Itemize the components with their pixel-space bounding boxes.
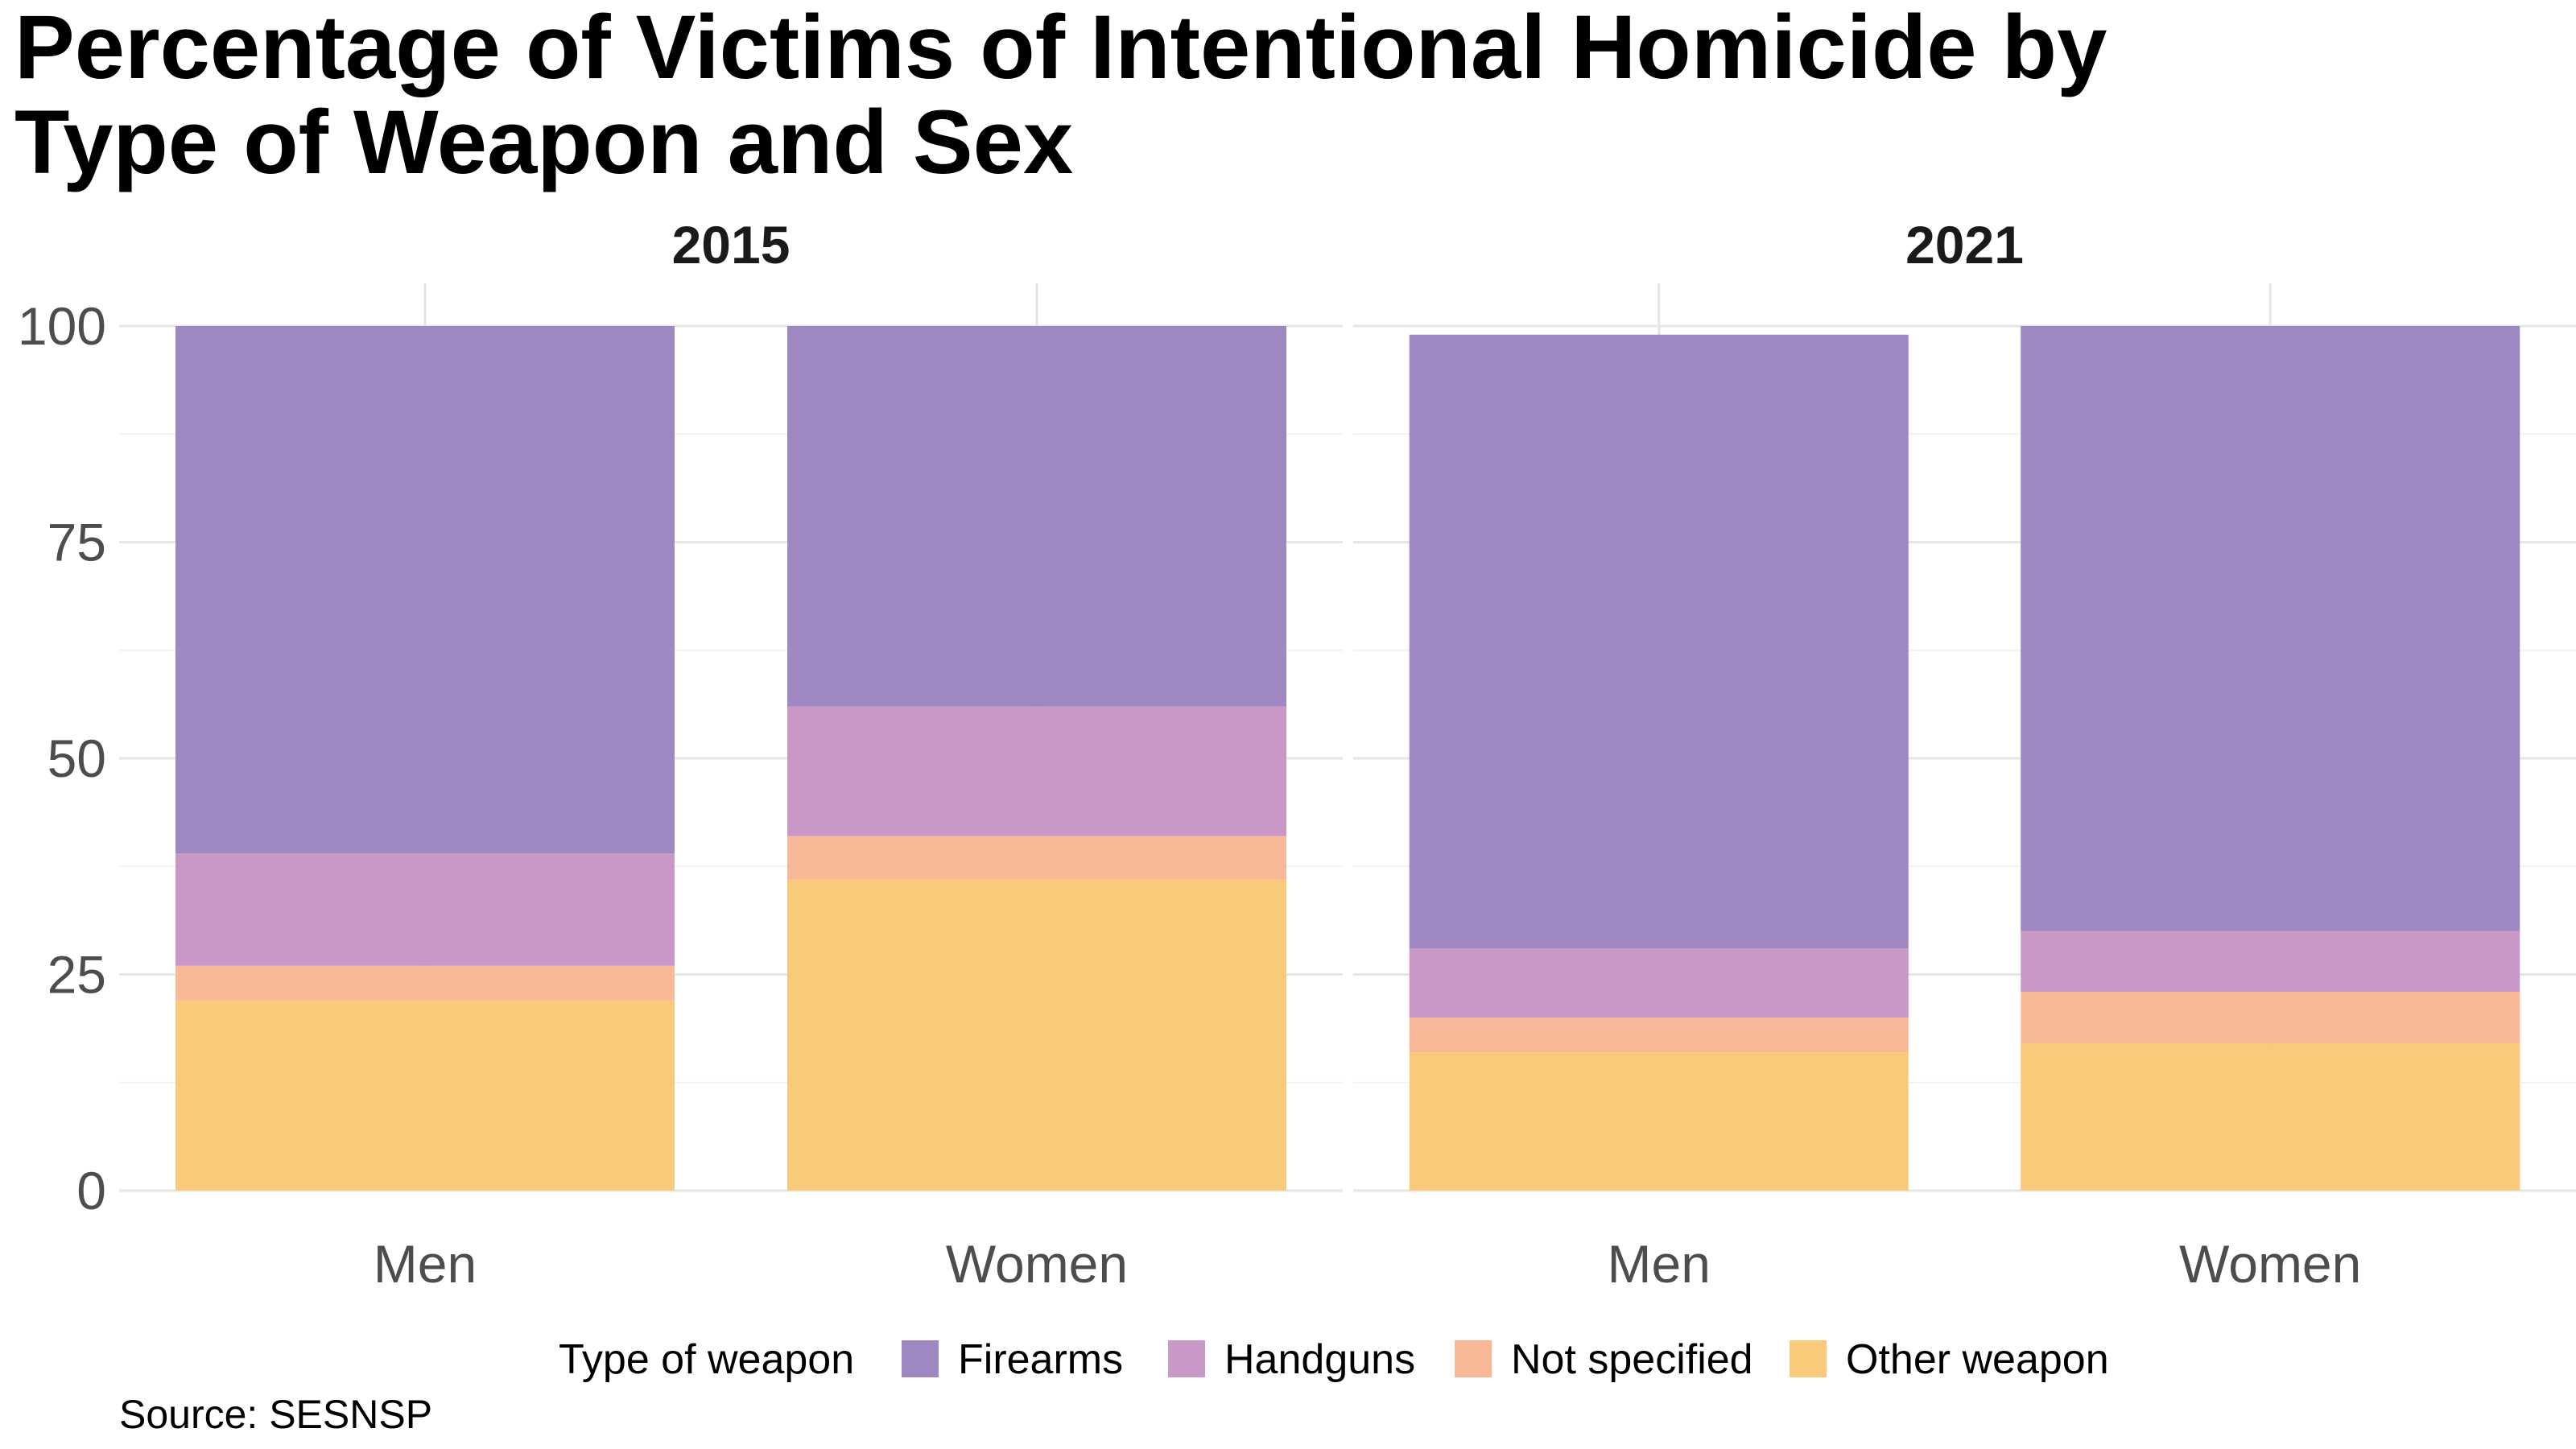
chart-title-line-2: Type of Weapon and Sex <box>14 92 1074 192</box>
bar-2021-women-other-weapon <box>2021 1043 2520 1191</box>
bar-2021-women-handguns <box>2021 931 2520 992</box>
bar-2015-women-other-weapon <box>787 879 1286 1191</box>
y-tick-label: 25 <box>47 945 106 1005</box>
y-tick-label: 0 <box>76 1161 106 1220</box>
y-tick-label: 50 <box>47 729 106 788</box>
x-tick-label: Women <box>2179 1234 2361 1294</box>
chart-title: Percentage of Victims of Intentional Hom… <box>14 0 2107 190</box>
bar-2015-women-not-specified <box>787 836 1286 880</box>
facet-label-2015: 2015 <box>672 215 791 275</box>
legend-swatch-other-weapon <box>1790 1340 1827 1377</box>
bar-2015-women-firearms <box>787 326 1286 707</box>
legend-label-other-weapon: Other weapon <box>1846 1336 2109 1383</box>
legend-swatch-handguns <box>1168 1340 1205 1377</box>
legend-swatch-not-specified <box>1455 1340 1492 1377</box>
bar-2021-men-firearms <box>1409 334 1909 949</box>
legend-label-handguns: Handguns <box>1224 1336 1415 1383</box>
chart-title-line-1: Percentage of Victims of Intentional Hom… <box>14 0 2107 97</box>
bar-2015-men-other-weapon <box>175 1000 675 1191</box>
x-tick-label: Men <box>1608 1234 1711 1294</box>
y-tick-label: 100 <box>18 296 106 356</box>
legend-title: Type of weapon <box>559 1336 854 1383</box>
bar-2021-men-handguns <box>1409 948 1909 1018</box>
bar-2021-men-not-specified <box>1409 1018 1909 1053</box>
bar-2015-men-not-specified <box>175 965 675 1001</box>
legend-label-not-specified: Not specified <box>1511 1336 1753 1383</box>
legend-swatch-firearms <box>902 1340 939 1377</box>
bar-2021-women-firearms <box>2021 326 2520 931</box>
x-tick-label: Men <box>374 1234 477 1294</box>
bar-2015-women-handguns <box>787 706 1286 836</box>
bar-2021-men-other-weapon <box>1409 1052 1909 1191</box>
bar-2021-women-not-specified <box>2021 991 2520 1044</box>
y-tick-label: 75 <box>47 513 106 572</box>
bar-2015-men-firearms <box>175 326 675 854</box>
legend-label-firearms: Firearms <box>958 1336 1123 1383</box>
source-caption: Source: SESNSP <box>119 1392 433 1437</box>
bar-2015-men-handguns <box>175 853 675 966</box>
facet-label-2021: 2021 <box>1905 215 2024 275</box>
x-tick-label: Women <box>946 1234 1128 1294</box>
